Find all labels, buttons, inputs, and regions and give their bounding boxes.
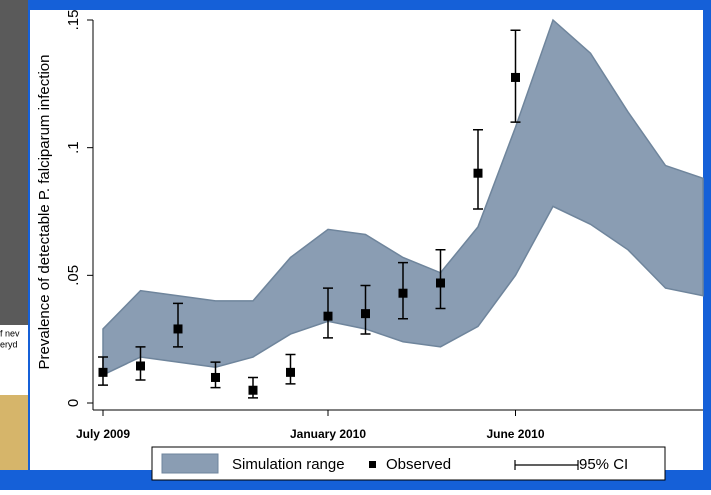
left-panel (0, 0, 28, 325)
legend-label: Simulation range (232, 456, 345, 473)
observed-point (248, 385, 258, 395)
y-tick-label: .05 (65, 265, 82, 286)
legend-swatch (161, 453, 219, 474)
observed-point (436, 278, 445, 288)
fragment-text: eryd (0, 339, 18, 349)
y-tick-label: 0 (65, 399, 82, 407)
x-tick-label: January 2010 (290, 427, 366, 441)
left-image (0, 395, 28, 470)
fragment-text: f nev (0, 328, 20, 338)
y-tick-label: .15 (65, 10, 82, 31)
legend-box (151, 446, 666, 481)
observed-point (136, 361, 145, 371)
legend-label: Observed (386, 456, 451, 473)
observed-point (473, 168, 483, 178)
legend-ci (514, 460, 579, 470)
y-axis-label: Prevalence of detectable P. falciparum i… (36, 55, 53, 370)
observed-point (398, 288, 408, 298)
observed-point (173, 324, 183, 334)
y-tick-label: .1 (65, 141, 82, 154)
legend-label: 95% CI (579, 456, 628, 473)
simulation-band (102, 18, 704, 377)
observed-point (286, 367, 295, 377)
observed-point (511, 72, 520, 82)
observed-point (361, 309, 370, 319)
x-tick-label: July 2009 (76, 427, 130, 441)
observed-point (211, 372, 220, 382)
x-tick-label: June 2010 (486, 427, 544, 441)
legend-marker (369, 461, 376, 468)
plot: 0 .05 .1 .15 July 2009 January 2010 June 2010 S… (65, 10, 704, 481)
observed-point (323, 311, 333, 321)
observed-point (98, 367, 108, 377)
